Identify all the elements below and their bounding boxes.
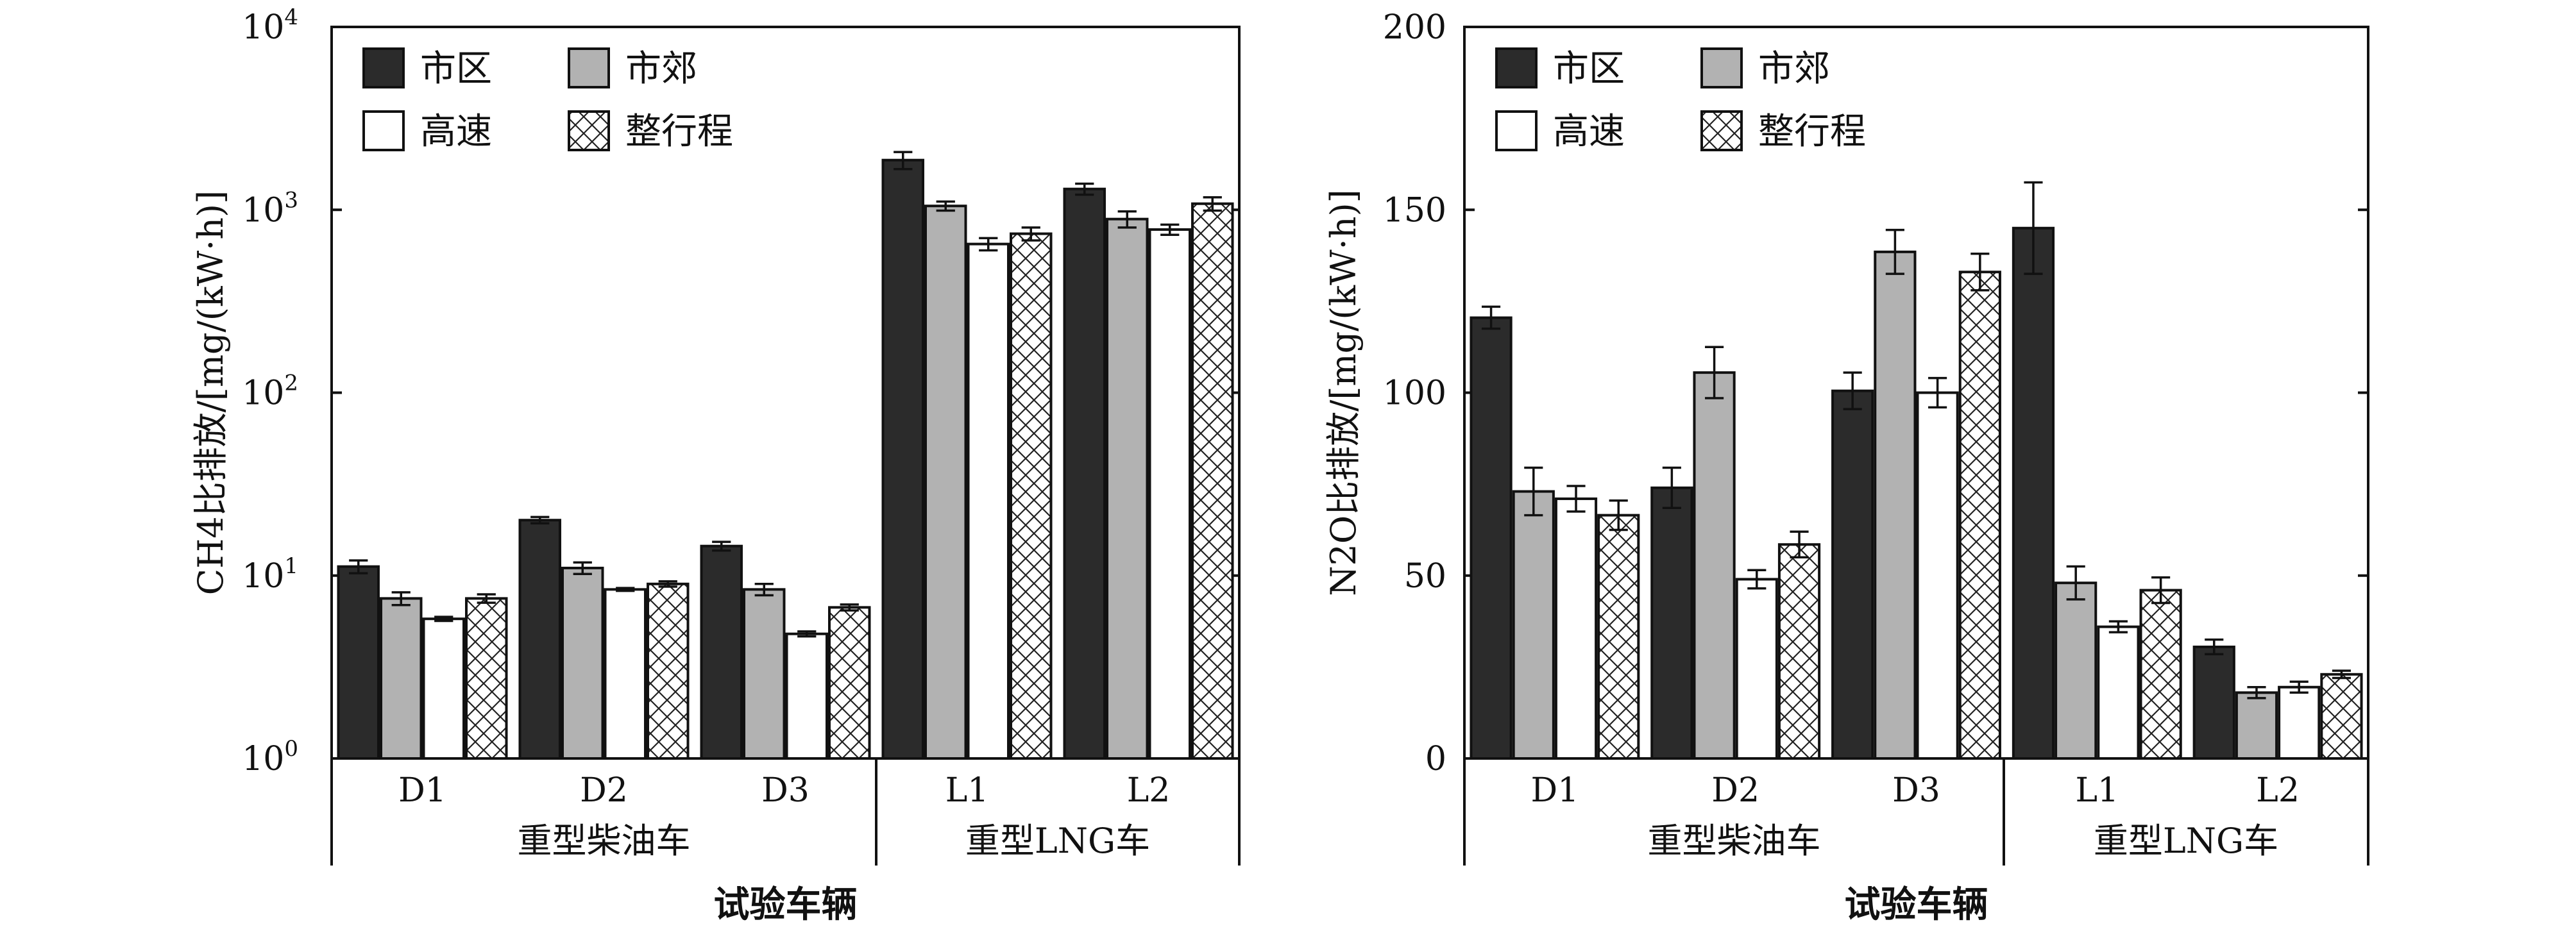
x-tick-label: D1: [398, 771, 446, 810]
bar-D3-市郊: [742, 588, 786, 760]
bar-L2-整行程: [1191, 202, 1234, 760]
bar-L1-市郊: [2055, 582, 2097, 760]
bar-D1-整行程: [1597, 514, 1640, 760]
bar-D1-市区: [1470, 316, 1513, 760]
bar-L2-高速: [2278, 685, 2321, 760]
legend-label: 整行程: [625, 111, 733, 153]
legend-swatch: [1495, 47, 1538, 88]
y-tick-base: 10: [242, 191, 284, 230]
legend-label: 市区: [1553, 48, 1625, 90]
bar-L2-整行程: [2320, 673, 2363, 760]
y-tick-label: 103: [242, 187, 298, 230]
legend-swatch: [568, 47, 610, 88]
bar-L2-市郊: [1105, 217, 1149, 760]
bar-D1-高速: [422, 617, 466, 760]
bar-L1-高速: [2097, 625, 2140, 760]
y-tick-base: 10: [242, 8, 284, 47]
y-tick-label: 104: [242, 4, 298, 47]
bar-D2-市区: [518, 519, 561, 760]
y-axis-label: N2O比排放/[mg/(kW·h)]: [1323, 189, 1364, 596]
bar-D2-高速: [604, 588, 647, 760]
x-tick-label: L2: [2256, 771, 2300, 810]
legend-swatch: [1700, 110, 1743, 151]
legend-swatch: [362, 110, 405, 151]
legend-swatch: [362, 47, 405, 88]
y-tick-label: 101: [242, 553, 298, 596]
legend-label: 高速: [1553, 111, 1625, 153]
bar-D3-整行程: [828, 606, 871, 760]
x-tick-label: L2: [1127, 771, 1171, 810]
bar-L2-高速: [1148, 228, 1192, 760]
group-label: 重型LNG车: [2094, 821, 2278, 861]
legend-swatch: [1700, 47, 1743, 88]
bar-L2-市区: [1063, 187, 1106, 760]
legend-label: 整行程: [1758, 111, 1866, 153]
legend-label: 高速: [420, 111, 492, 153]
bar-D3-整行程: [1958, 271, 2001, 760]
x-tick-label: D3: [1892, 771, 1940, 810]
bar-D3-高速: [785, 632, 829, 760]
x-tick-label: L1: [2075, 771, 2119, 810]
bar-L1-市区: [2012, 226, 2055, 760]
bar-L1-市郊: [924, 205, 967, 760]
bar-D1-高速: [1554, 497, 1598, 760]
y-tick-exponent: 0: [284, 736, 298, 762]
y-tick-base: 10: [242, 374, 284, 413]
bar-D2-整行程: [1777, 543, 1821, 760]
legend-swatch: [568, 110, 610, 151]
y-tick-label: 200: [1383, 8, 1446, 47]
x-tick-label: L1: [945, 771, 989, 810]
y-tick-label: 100: [1383, 374, 1446, 413]
bar-D2-市郊: [1693, 371, 1736, 760]
bar-D1-市郊: [379, 597, 423, 760]
group-label: 重型柴油车: [518, 821, 691, 861]
bar-L1-高速: [967, 242, 1010, 760]
legend-label: 市郊: [625, 48, 697, 90]
y-axis-label: CH4比排放/[mg/(kW·h)]: [191, 190, 231, 595]
bar-D1-市区: [337, 565, 380, 760]
y-tick-base: 10: [242, 557, 284, 596]
group-label: 重型柴油车: [1648, 821, 1821, 861]
legend-swatch: [1495, 110, 1538, 151]
x-axis-title: 试验车辆: [1845, 883, 1988, 926]
y-tick-label: 150: [1383, 191, 1446, 230]
x-tick-label: D2: [1711, 771, 1759, 810]
bar-D1-整行程: [465, 597, 508, 760]
n2o-chart: 0 50 100 150 200 N2O比排放/[mg/(kW·h)] D1 D2 D3 L1 L2…: [1323, 8, 2369, 926]
x-axis-title: 试验车辆: [714, 883, 858, 926]
y-tick-label: 0: [1425, 740, 1446, 778]
bar-D2-整行程: [647, 582, 690, 760]
y-tick-exponent: 4: [284, 4, 298, 30]
bar-L1-市区: [881, 158, 924, 760]
y-tick-exponent: 1: [284, 553, 298, 579]
bar-L1-整行程: [1010, 232, 1053, 760]
bar-D2-高速: [1735, 578, 1778, 760]
bar-D2-市区: [1650, 486, 1693, 760]
legend-label: 市郊: [1758, 48, 1830, 90]
bar-D3-市区: [1831, 389, 1874, 760]
y-tick-base: 10: [242, 740, 284, 778]
y-tick-exponent: 3: [284, 187, 298, 213]
bar-D3-高速: [1916, 391, 1959, 760]
bar-D1-市郊: [1512, 490, 1555, 760]
bar-L2-市郊: [2235, 691, 2278, 760]
x-tick-label: D2: [580, 771, 628, 810]
group-label: 重型LNG车: [965, 821, 1150, 861]
bar-D2-市郊: [561, 566, 604, 760]
y-tick-label: 50: [1404, 557, 1446, 596]
bar-L2-市区: [2192, 645, 2235, 760]
y-tick-exponent: 2: [284, 371, 298, 396]
x-tick-label: D3: [761, 771, 809, 810]
y-tick-label: 100: [242, 736, 298, 778]
bar-L1-整行程: [2139, 589, 2182, 760]
bar-D3-市区: [700, 544, 743, 760]
x-tick-label: D1: [1531, 771, 1579, 810]
bar-D3-市郊: [1874, 250, 1917, 760]
legend-label: 市区: [420, 48, 492, 90]
y-tick-label: 102: [242, 371, 298, 413]
